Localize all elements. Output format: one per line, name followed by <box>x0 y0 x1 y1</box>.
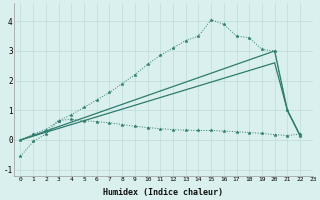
X-axis label: Humidex (Indice chaleur): Humidex (Indice chaleur) <box>103 188 223 197</box>
